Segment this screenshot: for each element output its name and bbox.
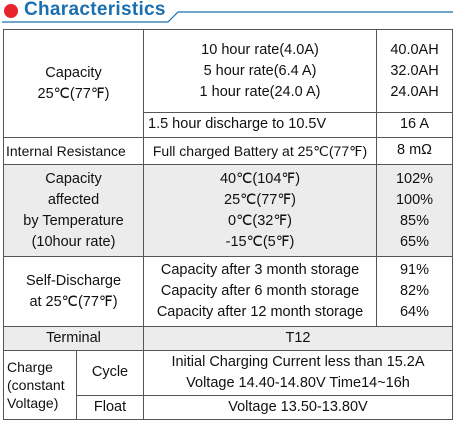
temperature-value: 100%	[395, 191, 434, 208]
bullet-dot-icon	[4, 4, 18, 18]
terminal-label: Terminal	[3, 326, 144, 351]
storage-item: Capacity after 12 month storage	[156, 304, 364, 320]
characteristics-table: Capacity 25℃(77℉) 10 hour rate(4.0A) 5 h…	[3, 29, 453, 420]
capacity-value: 40.0AH	[390, 41, 439, 58]
self-discharge-row: Self-Discharge at 25℃(77℉) Capacity afte…	[3, 256, 453, 327]
capacity-rates-cell: 10 hour rate(4.0A) 5 hour rate(6.4 A) 1 …	[143, 29, 377, 113]
cycle-line: Voltage 14.40-14.80V Time14~16h	[186, 375, 410, 391]
self-discharge-values-cell: 91% 82% 64%	[376, 256, 453, 327]
cycle-label: Cycle	[76, 350, 144, 396]
temperature-row: Capacity affected by Temperature (10hour…	[3, 164, 453, 257]
storage-item: Capacity after 6 month storage	[160, 283, 360, 299]
storage-item: Capacity after 3 month storage	[160, 262, 360, 278]
temperature-temps-cell: 40℃(104℉) 25℃(77℉) 0℃(32℉) -15℃(5℉)	[143, 164, 377, 257]
section-header: Characteristics	[0, 0, 455, 28]
temperature-temp: 25℃(77℉)	[224, 191, 296, 208]
temperature-value: 102%	[395, 170, 434, 187]
self-discharge-storage-cell: Capacity after 3 month storage Capacity …	[143, 256, 377, 327]
internal-resistance-value: 8 mΩ	[376, 137, 453, 165]
temperature-value: 85%	[399, 212, 430, 229]
internal-resistance-label: Internal Resistance	[3, 137, 144, 165]
charge-label: Charge	[7, 359, 53, 375]
terminal-row: Terminal T12	[3, 326, 453, 351]
temperature-label: affected	[47, 191, 100, 208]
temperature-temp: 0℃(32℉)	[228, 212, 292, 229]
temperature-temp: 40℃(104℉)	[219, 170, 301, 187]
charge-label: (constant	[7, 377, 65, 393]
charge-label-cell: Charge (constant Voltage)	[3, 350, 77, 420]
terminal-value: T12	[143, 326, 453, 351]
internal-resistance-row: Internal Resistance Full charged Battery…	[3, 137, 453, 165]
temperature-label-cell: Capacity affected by Temperature (10hour…	[3, 164, 144, 257]
charge-cycle-row: Charge (constant Voltage) Cycle Initial …	[3, 350, 453, 420]
temperature-label: by Temperature	[23, 212, 124, 229]
capacity-rate: 10 hour rate(4.0A)	[201, 41, 319, 58]
self-discharge-label-cell: Self-Discharge at 25℃(77℉)	[3, 256, 144, 327]
capacity-value: 32.0AH	[390, 62, 439, 79]
self-discharge-label: Self-Discharge	[25, 272, 122, 289]
self-discharge-label: at 25℃(77℉)	[29, 293, 118, 310]
internal-resistance-condition: Full charged Battery at 25℃(77℉)	[143, 137, 377, 165]
storage-value: 64%	[399, 304, 430, 320]
temperature-temp: -15℃(5℉)	[225, 233, 295, 250]
capacity-temp: 25℃(77℉)	[37, 85, 110, 102]
temperature-label: Capacity	[45, 170, 102, 187]
capacity-rate: 1 hour rate(24.0 A)	[199, 83, 321, 100]
discharge-row: 1.5 hour discharge to 10.5V 16 A	[4, 112, 453, 138]
temperature-values-cell: 102% 100% 85% 65%	[376, 164, 453, 257]
capacity-label-cell: Capacity 25℃(77℉)	[3, 29, 144, 138]
capacity-rate: 5 hour rate(6.4 A)	[203, 62, 317, 79]
section-title: Characteristics	[24, 0, 166, 20]
capacity-values-cell: 40.0AH 32.0AH 24.0AH	[376, 29, 453, 113]
float-label: Float	[76, 395, 144, 420]
charge-label: Voltage)	[7, 395, 59, 411]
storage-value: 91%	[399, 262, 430, 278]
capacity-label: Capacity	[45, 64, 102, 81]
discharge-value: 16 A	[376, 112, 453, 138]
discharge-label: 1.5 hour discharge to 10.5V	[143, 112, 377, 138]
header-underline	[2, 11, 453, 23]
temperature-label: (10hour rate)	[31, 233, 116, 250]
float-value: Voltage 13.50-13.80V	[143, 395, 453, 420]
capacity-value: 24.0AH	[390, 83, 439, 100]
charge-float-row: Float Voltage 13.50-13.80V	[4, 395, 453, 420]
cycle-line: Initial Charging Current less than 15.2A	[171, 354, 425, 370]
temperature-value: 65%	[399, 233, 430, 250]
capacity-row: Capacity 25℃(77℉) 10 hour rate(4.0A) 5 h…	[3, 29, 453, 138]
storage-value: 82%	[399, 283, 430, 299]
cycle-values-cell: Initial Charging Current less than 15.2A…	[143, 350, 453, 396]
